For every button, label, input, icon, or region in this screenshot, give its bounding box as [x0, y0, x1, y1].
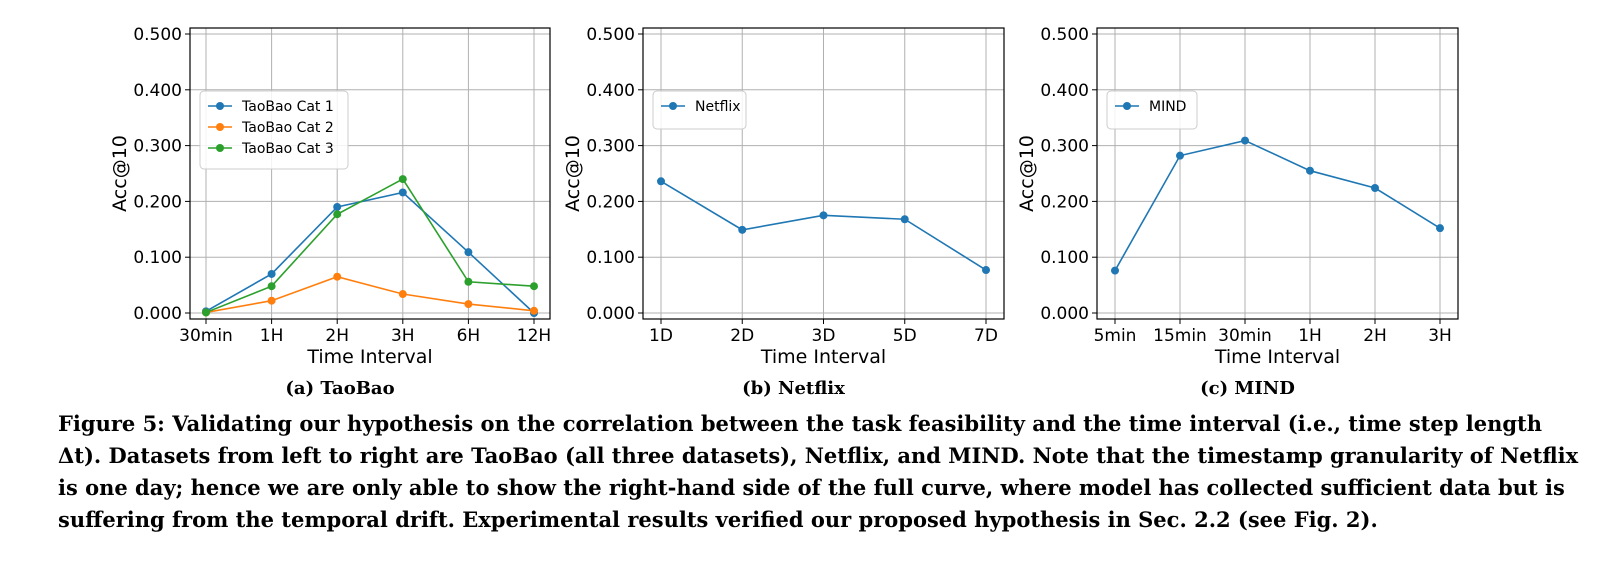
legend-label: TaoBao Cat 1: [241, 99, 334, 115]
y-tick-label: 0.000: [133, 304, 182, 324]
y-tick-label: 0.300: [1040, 137, 1089, 157]
data-point: [333, 202, 342, 211]
series-line: [1114, 139, 1441, 271]
data-point: [1241, 136, 1249, 145]
x-axis-title: Time Interval: [760, 346, 886, 368]
data-point: [900, 215, 909, 224]
y-axis-title: Acc@10: [562, 135, 584, 212]
data-point: [1306, 166, 1314, 175]
x-tick-label: 1H: [1298, 326, 1322, 346]
legend-label: Netflix: [695, 99, 741, 115]
x-axis-title: Time Interval: [306, 346, 432, 368]
y-tick-label: 0.400: [586, 81, 635, 101]
y-tick-label: 0.200: [586, 192, 635, 212]
data-point: [464, 248, 473, 257]
data-point: [398, 290, 407, 299]
legend-box: [1106, 90, 1198, 130]
y-tick-label: 0.400: [1040, 81, 1089, 101]
x-tick-label: 2D: [730, 326, 754, 346]
caption-line: is one day; hence we are only able to sh…: [58, 475, 1565, 500]
x-tick-label: 30min: [179, 326, 233, 346]
chart-panel-3: 0.000 0.100 0.200 0.300 0.400 0.500 5min 15min 3…: [1016, 25, 1459, 399]
legend-label: TaoBao Cat 3: [241, 141, 334, 157]
y-tick-label: 0.500: [1040, 25, 1089, 45]
caption-line: Figure 5: Validating our hypothesis on t…: [58, 411, 1542, 436]
y-tick-label: 0.100: [586, 248, 635, 268]
y-tick-label: 0.300: [586, 137, 635, 157]
legend-swatch-marker: [216, 123, 224, 131]
x-tick-label: 30min: [1218, 326, 1272, 346]
data-point: [1371, 184, 1379, 193]
data-point: [464, 300, 473, 309]
y-tick-label: 0.000: [1040, 304, 1089, 324]
axes-frame: [1096, 27, 1459, 320]
y-tick-label: 0.500: [133, 25, 182, 45]
subfigure-caption: (a) TaoBao: [285, 378, 394, 399]
x-tick-label: 7D: [974, 326, 998, 346]
chart-panel-2: 0.000 0.100 0.200 0.300 0.400 0.500 1D 2D 3D 5D 7D…: [562, 25, 1005, 399]
legend-label: MIND: [1149, 99, 1186, 115]
data-point: [333, 272, 342, 281]
x-tick-label: 3D: [812, 326, 836, 346]
x-tick-label: 15min: [1153, 326, 1207, 346]
data-point: [398, 175, 407, 184]
data-point: [267, 269, 276, 278]
caption-line: suffering from the temporal drift. Exper…: [58, 507, 1378, 532]
y-axis-title: Acc@10: [1016, 135, 1038, 212]
data-point: [464, 277, 473, 286]
data-point: [202, 308, 210, 317]
y-tick-label: 0.200: [1040, 192, 1089, 212]
subfigure-caption: (c) MIND: [1200, 378, 1295, 399]
data-point: [530, 282, 538, 291]
data-point: [819, 211, 828, 220]
legend-box: [652, 90, 747, 130]
subfigure-caption: (b) Netflix: [742, 378, 845, 399]
legend-box: [199, 90, 349, 170]
y-axis-title: Acc@10: [109, 135, 131, 212]
figure: 0.000 0.100 0.200 0.300 0.400 0.500 30min 1H 2H 3…: [109, 25, 1459, 399]
data-point: [333, 210, 342, 219]
legend-swatch-marker: [216, 102, 224, 110]
x-tick-label: 6H: [457, 326, 481, 346]
chart-panel-1: 0.000 0.100 0.200 0.300 0.400 0.500 30min 1H 2H 3…: [109, 25, 551, 399]
x-tick-label: 12H: [517, 326, 551, 346]
data-point: [267, 296, 276, 305]
series-line: [205, 191, 535, 314]
data-point: [1176, 151, 1184, 160]
data-point: [398, 188, 407, 197]
x-tick-label: 5min: [1094, 326, 1137, 346]
data-point: [657, 177, 665, 186]
y-tick-label: 0.100: [1040, 248, 1089, 268]
y-tick-label: 0.300: [133, 137, 182, 157]
y-tick-label: 0.500: [586, 25, 635, 45]
axes-frame: [189, 27, 551, 320]
legend-swatch-marker: [669, 102, 677, 110]
y-tick-label: 0.400: [133, 81, 182, 101]
x-tick-label: 1D: [649, 326, 673, 346]
y-tick-label: 0.000: [586, 304, 635, 324]
x-tick-label: 3H: [1428, 326, 1452, 346]
data-point: [1436, 224, 1444, 233]
figure-caption: Figure 5: Validating our hypothesis on t…: [58, 408, 1588, 536]
legend-label: TaoBao Cat 2: [241, 120, 334, 136]
data-point: [982, 266, 990, 275]
data-point: [530, 306, 538, 315]
y-tick-label: 0.100: [133, 248, 182, 268]
legend-swatch-marker: [1123, 102, 1131, 110]
data-point: [1111, 266, 1119, 275]
x-tick-label: 5D: [893, 326, 917, 346]
x-tick-label: 2H: [1363, 326, 1387, 346]
data-point: [267, 282, 276, 291]
y-tick-label: 0.200: [133, 192, 182, 212]
x-tick-label: 2H: [325, 326, 349, 346]
legend-swatch-marker: [216, 144, 224, 152]
x-tick-label: 3H: [391, 326, 415, 346]
series-line: [205, 178, 535, 314]
x-axis-title: Time Interval: [1214, 346, 1340, 368]
series-line: [205, 275, 535, 314]
caption-line: Δt). Datasets from left to right are Tao…: [58, 443, 1579, 468]
data-point: [738, 225, 747, 234]
x-tick-label: 1H: [260, 326, 284, 346]
